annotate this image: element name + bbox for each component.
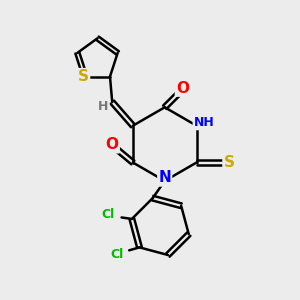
Text: S: S: [78, 69, 89, 84]
Text: Cl: Cl: [111, 248, 124, 261]
Text: H: H: [98, 100, 109, 113]
Text: O: O: [176, 81, 189, 96]
Text: O: O: [106, 137, 119, 152]
Text: N: N: [158, 170, 171, 185]
Text: Cl: Cl: [102, 208, 115, 221]
Text: S: S: [224, 155, 235, 170]
Text: NH: NH: [194, 116, 214, 129]
